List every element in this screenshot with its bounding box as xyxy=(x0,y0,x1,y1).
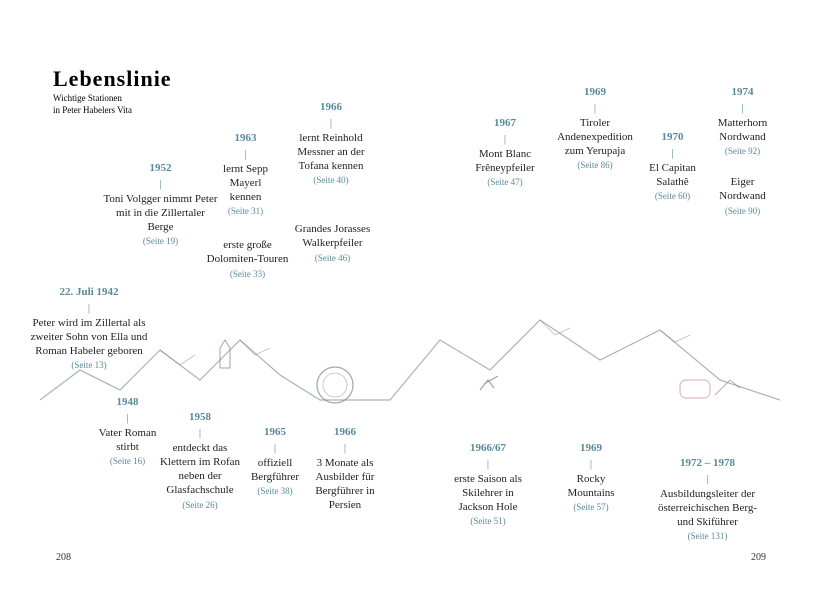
timeline-event-e1963a: 1963 |lernt Sepp Mayerl kennen(Seite 31) xyxy=(213,131,278,218)
event-description: 3 Monate als Ausbilder für Bergführer in… xyxy=(310,456,380,513)
connector-line: | xyxy=(95,411,160,425)
event-description: El Capitan Salathê xyxy=(640,161,705,190)
event-page-ref: (Seite 131) xyxy=(650,531,765,543)
connector-line: | xyxy=(103,177,218,191)
event-description: Vater Roman stirbt xyxy=(95,426,160,455)
event-year: 1965 xyxy=(245,425,305,439)
event-page-ref: (Seite 26) xyxy=(155,500,245,512)
page-subtitle: Wichtige Stationen in Peter Habelers Vit… xyxy=(53,93,132,116)
event-description: Eiger Nordwand xyxy=(710,175,775,204)
timeline-event-e196667: 1966/67 |erste Saison als Skilehrer in Ja… xyxy=(448,441,528,528)
event-page-ref: (Seite 90) xyxy=(710,206,775,218)
event-page-ref: (Seite 60) xyxy=(640,191,705,203)
event-description: Grandes Jorasses Walkerpfeiler xyxy=(290,222,375,251)
event-page-ref: (Seite 31) xyxy=(213,206,278,218)
page-number-left: 208 xyxy=(56,552,71,563)
connector-line: | xyxy=(291,116,371,130)
connector-line: | xyxy=(640,146,705,160)
event-year: 1969 xyxy=(556,441,626,455)
timeline-event-e1965: 1965 |offiziell Bergführer(Seite 38) xyxy=(245,425,305,498)
timeline-event-e1969b: 1969 |Rocky Mountains(Seite 57) xyxy=(556,441,626,514)
timeline-event-e1966a: 1966 |lernt Reinhold Messner an der Tofan… xyxy=(291,100,371,187)
event-year: 1970 xyxy=(640,130,705,144)
event-year: 1966 xyxy=(291,100,371,114)
event-description: Matterhorn Nordwand xyxy=(710,116,775,145)
event-page-ref: (Seite 33) xyxy=(200,269,295,281)
event-description: entdeckt das Klettern im Rofan neben der… xyxy=(155,441,245,498)
event-page-ref: (Seite 51) xyxy=(448,516,528,528)
connector-line: | xyxy=(448,457,528,471)
timeline-event-e1952: 1952 |Toni Volgger nimmt Peter mit in die… xyxy=(103,161,218,248)
event-page-ref: (Seite 40) xyxy=(291,175,371,187)
event-description: offiziell Bergführer xyxy=(245,456,305,485)
timeline-event-e1967: 1967 |Mont Blanc Frêneypfeiler(Seite 47) xyxy=(470,116,540,189)
event-year: 1969 xyxy=(555,85,635,99)
page-number-right: 209 xyxy=(751,552,766,563)
event-year: 1974 xyxy=(710,85,775,99)
timeline-event-e1970: 1970 |El Capitan Salathê(Seite 60) xyxy=(640,130,705,203)
connector-line: | xyxy=(470,132,540,146)
event-year: 22. Juli 1942 xyxy=(24,285,154,299)
connector-line: | xyxy=(556,457,626,471)
event-year: 1967 xyxy=(470,116,540,130)
event-description: Ausbildungsleiter der österreichischen B… xyxy=(650,487,765,530)
event-year: 1966 xyxy=(310,425,380,439)
timeline-event-e1963b: erste große Dolomiten-Touren (Seite 33) xyxy=(200,238,295,280)
connector-line: | xyxy=(155,426,245,440)
event-page-ref: (Seite 57) xyxy=(556,502,626,514)
event-description: Rocky Mountains xyxy=(556,472,626,501)
event-year: 1948 xyxy=(95,395,160,409)
connector-line: | xyxy=(24,301,154,315)
timeline-event-e1974b: Eiger Nordwand (Seite 90) xyxy=(710,175,775,217)
event-description: lernt Reinhold Messner an der Tofana ken… xyxy=(291,131,371,174)
timeline-event-birth: 22. Juli 1942 |Peter wird im Zillertal al… xyxy=(24,285,154,372)
timeline-event-e1948: 1948 |Vater Roman stirbt(Seite 16) xyxy=(95,395,160,468)
connector-line: | xyxy=(245,441,305,455)
event-description: Toni Volgger nimmt Peter mit in die Zill… xyxy=(103,192,218,235)
event-page-ref: (Seite 46) xyxy=(290,253,375,265)
event-year: 1963 xyxy=(213,131,278,145)
event-description: Mont Blanc Frêneypfeiler xyxy=(470,147,540,176)
connector-line: | xyxy=(310,441,380,455)
timeline-event-e1969a: 1969 |Tiroler Andenexpedition zum Yerupaj… xyxy=(555,85,635,172)
page-title: Lebenslinie xyxy=(53,66,172,92)
event-year: 1966/67 xyxy=(448,441,528,455)
event-page-ref: (Seite 86) xyxy=(555,160,635,172)
connector-line: | xyxy=(710,101,775,115)
event-description: lernt Sepp Mayerl kennen xyxy=(213,162,278,205)
event-description: Peter wird im Zillertal als zweiter Sohn… xyxy=(24,316,154,359)
connector-line: | xyxy=(650,472,765,486)
timeline-event-e1958: 1958 |entdeckt das Klettern im Rofan nebe… xyxy=(155,410,245,511)
connector-line: | xyxy=(213,147,278,161)
timeline-event-e197278: 1972 – 1978 |Ausbildungsleiter der österr… xyxy=(650,456,765,543)
timeline-event-e1974a: 1974 |Matterhorn Nordwand(Seite 92) xyxy=(710,85,775,158)
timeline-event-e1966b: Grandes Jorasses Walkerpfeiler (Seite 46) xyxy=(290,222,375,264)
connector-line: | xyxy=(555,101,635,115)
timeline-event-e1966c: 1966 |3 Monate als Ausbilder für Bergführ… xyxy=(310,425,380,513)
event-description: erste große Dolomiten-Touren xyxy=(200,238,295,267)
event-page-ref: (Seite 38) xyxy=(245,486,305,498)
event-page-ref: (Seite 13) xyxy=(24,360,154,372)
event-year: 1972 – 1978 xyxy=(650,456,765,470)
event-year: 1952 xyxy=(103,161,218,175)
event-description: erste Saison als Skilehrer in Jackson Ho… xyxy=(448,472,528,515)
event-description: Tiroler Andenexpedition zum Yerupaja xyxy=(555,116,635,159)
event-page-ref: (Seite 92) xyxy=(710,146,775,158)
event-year: 1958 xyxy=(155,410,245,424)
event-page-ref: (Seite 47) xyxy=(470,177,540,189)
event-page-ref: (Seite 16) xyxy=(95,456,160,468)
